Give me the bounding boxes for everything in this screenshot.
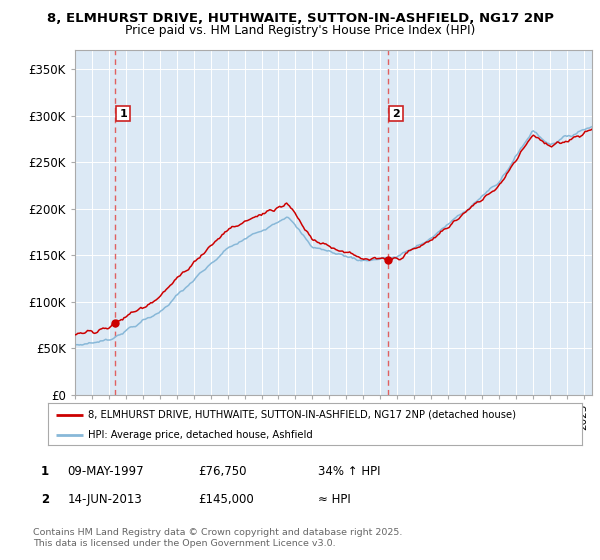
Text: Contains HM Land Registry data © Crown copyright and database right 2025.
This d: Contains HM Land Registry data © Crown c…	[33, 528, 403, 548]
Text: Price paid vs. HM Land Registry's House Price Index (HPI): Price paid vs. HM Land Registry's House …	[125, 24, 475, 36]
Text: 2: 2	[41, 493, 49, 506]
Text: 1: 1	[119, 109, 127, 119]
Text: 8, ELMHURST DRIVE, HUTHWAITE, SUTTON-IN-ASHFIELD, NG17 2NP: 8, ELMHURST DRIVE, HUTHWAITE, SUTTON-IN-…	[47, 12, 553, 25]
Text: ≈ HPI: ≈ HPI	[318, 493, 351, 506]
Text: £76,750: £76,750	[198, 465, 247, 478]
Text: 1: 1	[41, 465, 49, 478]
Text: 8, ELMHURST DRIVE, HUTHWAITE, SUTTON-IN-ASHFIELD, NG17 2NP (detached house): 8, ELMHURST DRIVE, HUTHWAITE, SUTTON-IN-…	[88, 409, 516, 419]
Text: £145,000: £145,000	[198, 493, 254, 506]
Text: 14-JUN-2013: 14-JUN-2013	[67, 493, 142, 506]
Text: 2: 2	[392, 109, 400, 119]
Text: 09-MAY-1997: 09-MAY-1997	[67, 465, 144, 478]
Text: HPI: Average price, detached house, Ashfield: HPI: Average price, detached house, Ashf…	[88, 430, 313, 440]
Text: 34% ↑ HPI: 34% ↑ HPI	[318, 465, 380, 478]
